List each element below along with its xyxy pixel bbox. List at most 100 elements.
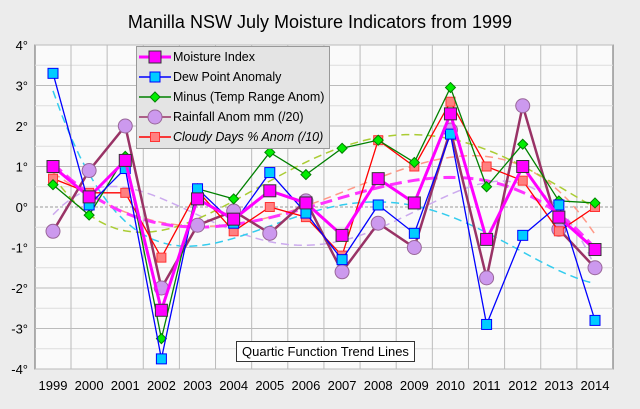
x-tick-label: 2003 xyxy=(183,378,212,393)
x-tick-label: 2006 xyxy=(291,378,320,393)
data-point xyxy=(407,196,421,210)
data-point xyxy=(370,215,386,231)
data-point xyxy=(335,228,349,242)
legend-item: Minus (Temp Range Anom) xyxy=(137,87,329,107)
data-point xyxy=(300,207,312,219)
y-tick-label: 1° xyxy=(16,160,28,175)
series-0 xyxy=(46,107,602,317)
legend-marker xyxy=(149,71,161,83)
data-point xyxy=(406,240,422,255)
data-point xyxy=(481,318,493,330)
x-tick-label: 2012 xyxy=(508,378,537,393)
data-point xyxy=(154,303,168,317)
data-point xyxy=(46,160,60,173)
x-tick-label: 2010 xyxy=(436,378,465,393)
data-point xyxy=(517,138,529,150)
x-tick-label: 2009 xyxy=(400,378,429,393)
legend-label: Moisture Index xyxy=(173,50,255,64)
legend-swatch xyxy=(139,50,171,64)
legend-marker xyxy=(147,109,163,125)
x-tick-label: 2011 xyxy=(473,378,501,393)
x-tick-label: 2014 xyxy=(581,378,610,393)
data-point xyxy=(444,81,457,94)
data-point xyxy=(408,156,421,169)
data-point xyxy=(118,153,132,167)
x-tick-label: 2005 xyxy=(255,378,284,393)
data-point xyxy=(481,161,492,172)
series-line xyxy=(52,73,596,360)
data-point xyxy=(515,98,531,114)
data-point xyxy=(553,226,564,237)
x-tick-label: 2002 xyxy=(147,378,176,393)
y-tick-label: -3° xyxy=(11,322,28,337)
data-point xyxy=(264,146,276,159)
data-point xyxy=(81,163,97,179)
y-tick-label: 0° xyxy=(16,200,28,215)
y-tick-label: 3° xyxy=(16,79,28,94)
data-point xyxy=(588,243,602,257)
data-point xyxy=(47,67,59,79)
x-tick-label: 2001 xyxy=(111,378,140,393)
series-line xyxy=(52,109,597,316)
data-point xyxy=(227,193,240,205)
data-point xyxy=(192,183,204,195)
data-point xyxy=(191,192,205,206)
data-point xyxy=(553,199,565,211)
trend-line xyxy=(52,180,596,267)
data-point xyxy=(587,260,603,276)
data-point xyxy=(517,175,528,186)
data-point xyxy=(516,160,530,173)
data-point xyxy=(589,314,601,326)
legend-label: Cloudy Days % Anom (/10) xyxy=(173,130,324,144)
y-tick-label: -2° xyxy=(11,281,28,296)
legend-swatch xyxy=(139,109,171,125)
data-point xyxy=(336,142,348,154)
legend-label: Minus (Temp Range Anom) xyxy=(173,90,325,104)
x-tick-label: 2007 xyxy=(328,378,357,393)
data-point xyxy=(263,184,277,198)
data-point xyxy=(190,217,206,233)
data-point xyxy=(82,190,96,204)
data-point xyxy=(552,210,566,224)
chart-title: Manilla NSW July Moisture Indicators fro… xyxy=(128,12,512,32)
data-point xyxy=(155,332,168,345)
data-point xyxy=(408,227,420,239)
trend-line xyxy=(51,162,597,250)
data-point xyxy=(443,107,457,121)
legend-item: Cloudy Days % Anom (/10) xyxy=(137,127,329,147)
data-point xyxy=(445,96,456,107)
trend-annotation: Quartic Function Trend Lines xyxy=(236,341,415,362)
data-point xyxy=(120,187,131,198)
data-point xyxy=(117,118,133,134)
data-point xyxy=(155,353,167,365)
legend-item: Dew Point Anomaly xyxy=(137,67,329,87)
data-point xyxy=(227,212,241,226)
legend-marker xyxy=(150,132,160,142)
data-point xyxy=(156,252,167,263)
data-point xyxy=(47,179,59,191)
data-point xyxy=(589,197,601,209)
data-point xyxy=(336,254,348,266)
legend-label: Rainfall Anom mm (/20) xyxy=(173,110,304,124)
legend: Moisture Index Dew Point Anomaly Minus (Te… xyxy=(136,46,330,149)
data-point xyxy=(83,209,95,221)
y-tick-label: 2° xyxy=(16,119,28,134)
data-point xyxy=(264,167,276,179)
legend-marker xyxy=(149,91,161,103)
x-tick-label: 2013 xyxy=(544,378,573,393)
data-point xyxy=(300,168,312,181)
y-tick-label: -4° xyxy=(11,362,28,377)
legend-swatch xyxy=(139,132,171,142)
data-point xyxy=(372,199,384,211)
x-tick-label: 2004 xyxy=(219,378,248,393)
data-point xyxy=(372,134,384,146)
legend-item: Moisture Index xyxy=(137,47,329,67)
x-tick-label: 1999 xyxy=(39,378,68,393)
legend-swatch xyxy=(139,91,171,103)
x-tick-label: 2000 xyxy=(75,378,104,393)
legend-swatch xyxy=(139,71,171,83)
series-line xyxy=(52,85,596,339)
data-point xyxy=(45,223,61,239)
y-tick-label: 4° xyxy=(16,38,28,53)
